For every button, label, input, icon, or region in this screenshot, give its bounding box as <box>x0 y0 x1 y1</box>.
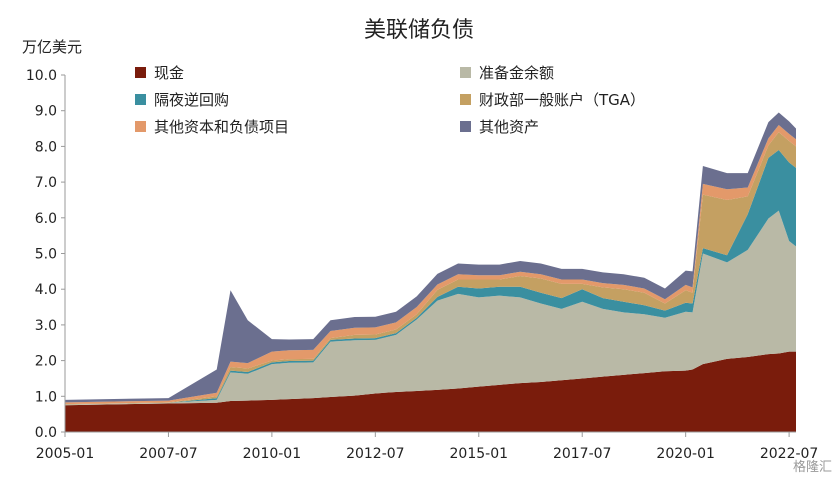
axes: 0.0 1.0 2.0 3.0 4.0 5.0 6.0 7.0 8.0 9.0 10.0 2005-0… <box>26 68 819 462</box>
y-tick-label: 10.0 <box>26 68 57 84</box>
legend-item-1: 准备金余额 <box>460 62 554 83</box>
legend-swatch <box>460 121 471 132</box>
area-series-0 <box>65 351 796 432</box>
legend-item-0: 现金 <box>135 62 184 83</box>
legend-swatch <box>135 121 146 132</box>
legend-label: 财政部一般账户（TGA） <box>479 91 646 109</box>
x-tick-label: 2012-07 <box>346 446 405 462</box>
legend-swatch <box>135 94 146 105</box>
x-tick-label: 2022-07 <box>760 446 819 462</box>
area-series-1 <box>65 210 796 406</box>
y-tick-label: 2.0 <box>35 354 57 370</box>
legend-label: 准备金余额 <box>479 64 555 82</box>
legend-swatch <box>460 94 471 105</box>
x-tick-label: 2020-01 <box>656 446 715 462</box>
x-tick-label: 2005-01 <box>36 446 95 462</box>
y-tick-label: 3.0 <box>35 318 57 334</box>
legend-label: 现金 <box>154 64 185 82</box>
legend-swatch <box>135 67 146 78</box>
y-tick-label: 6.0 <box>35 211 57 227</box>
y-tick-label: 0.0 <box>35 425 57 441</box>
y-tick-label: 5.0 <box>35 247 57 263</box>
x-tick-label: 2010-01 <box>243 446 302 462</box>
watermark-logo: 格隆汇 <box>792 460 832 475</box>
legend-item-3: 财政部一般账户（TGA） <box>460 89 645 110</box>
y-tick-label: 7.0 <box>35 175 57 191</box>
x-tick-label: 2017-07 <box>553 446 612 462</box>
legend-item-4: 其他资本和负债项目 <box>135 116 289 137</box>
x-tick-label: 2015-01 <box>450 446 509 462</box>
y-tick-label: 9.0 <box>35 104 57 120</box>
legend-label: 隔夜逆回购 <box>154 91 230 109</box>
legend-item-2: 隔夜逆回购 <box>135 89 229 110</box>
y-tick-label: 4.0 <box>35 282 57 298</box>
legend-item-5: 其他资产 <box>460 116 539 137</box>
chart-title: 美联储负债 <box>363 18 474 43</box>
y-tick-label: 8.0 <box>35 139 57 155</box>
legend-label: 其他资本和负债项目 <box>154 118 290 136</box>
legend-label: 其他资产 <box>479 118 540 136</box>
y-tick-label: 1.0 <box>35 389 57 405</box>
y-axis-unit-label: 万亿美元 <box>22 38 83 56</box>
area-series-5 <box>65 112 796 403</box>
area-layers <box>65 112 796 432</box>
x-tick-label: 2007-07 <box>139 446 198 462</box>
legend-swatch <box>460 67 471 78</box>
